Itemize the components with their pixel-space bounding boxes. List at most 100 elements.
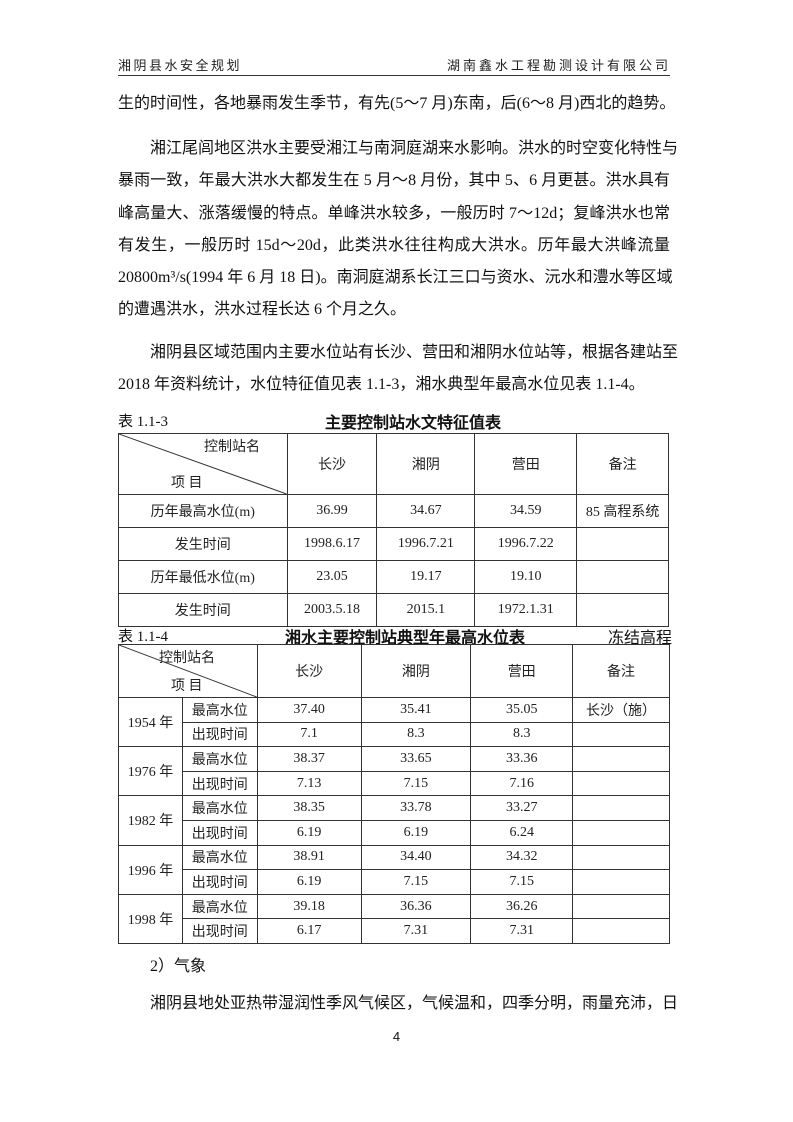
table-cell: 2003.5.18	[286, 593, 378, 627]
table-cell: 6.19	[360, 819, 472, 846]
header-right: 湖南鑫水工程勘测设计有限公司	[446, 58, 671, 73]
table-row: 1998 年最高水位 39.18 36.36 36.26	[118, 893, 670, 944]
table-row: 出现时间 6.19 7.15 7.15	[119, 869, 670, 895]
paragraph-line: 湘阴县区域范围内主要水位站有长沙、营田和湘阴水位站等，根据各建站至	[150, 344, 679, 361]
section-heading: 2）气象	[150, 958, 207, 975]
table-cell: 长沙（施）	[572, 697, 670, 723]
header-rule	[118, 75, 670, 76]
table-cell: 35.41	[360, 697, 472, 723]
table-cell: 37.40	[256, 697, 362, 723]
table-cell: 19.10	[474, 560, 578, 594]
table-cell	[572, 844, 670, 871]
paragraph-line: 湘江尾闾地区洪水主要受湘江与南洞庭湖来水影响。洪水的时空变化特性与	[150, 140, 679, 157]
table-cell: 36.26	[470, 893, 574, 920]
table-cell: 1972.1.31	[474, 593, 578, 627]
table-row: 出现时间 6.17 7.31 7.31	[119, 918, 670, 944]
row-label: 发生时间	[118, 527, 288, 561]
table-cell: 8.3	[470, 721, 574, 748]
row-label: 发生时间	[118, 593, 288, 627]
row-label: 出现时间	[181, 869, 258, 895]
table-cell: 7.13	[256, 770, 362, 797]
table-cell: 2015.1	[376, 593, 476, 627]
table-cell: 7.15	[470, 869, 574, 895]
paragraph-line: 有发生，一般历时 15d～20d，此类洪水往往构成大洪水。历年最大洪峰流量	[118, 237, 670, 254]
column-header: 长沙	[256, 644, 362, 698]
table-cell	[572, 746, 670, 772]
column-header: 长沙	[286, 433, 378, 495]
column-header: 备注	[572, 644, 670, 698]
table-row: 出现时间 7.13 7.15 7.16	[119, 770, 670, 797]
column-header: 营田	[474, 433, 578, 495]
table-cell: 6.17	[256, 918, 362, 944]
table-cell: 23.05	[286, 560, 378, 594]
table-cell: 34.59	[474, 494, 578, 528]
table-cell: 1996.7.21	[376, 527, 476, 561]
diagonal-header-cell: 控制站名 项 目	[119, 645, 257, 697]
table2-title: 湘水主要控制站典型年最高水位表	[285, 630, 526, 647]
paragraph-line: 20800m³/s(1994 年 6 月 18 日)。南洞庭湖系长江三口与资水、…	[118, 269, 673, 286]
table-cell: 38.91	[256, 844, 362, 871]
diagonal-header-cell: 控制站名 项 目	[119, 434, 287, 494]
table-cell: 85 高程系统	[576, 494, 669, 528]
table-cell: 7.31	[360, 918, 472, 944]
row-label: 出现时间	[181, 819, 258, 846]
row-label: 最高水位	[181, 746, 258, 772]
table-cell: 6.19	[256, 869, 362, 895]
paragraph-line: 暴雨一致，年最大洪水大都发生在 5 月～8 月份，其中 5、6 月更甚。洪水具有	[118, 172, 670, 189]
year-cell: 1996 年	[118, 844, 183, 895]
table-cell	[576, 527, 669, 561]
table-header-row: 控制站名 项 目长沙 湘阴 营田 备注	[118, 644, 670, 698]
table-cell	[572, 721, 670, 748]
table-row: 1954 年最高水位 37.40 35.41 35.05 长沙（施）	[118, 696, 670, 748]
table-row: 发生时间 1998.6.17 1996.7.21 1996.7.22	[118, 527, 669, 561]
table-cell: 6.24	[470, 819, 574, 846]
row-label: 最高水位	[181, 844, 258, 871]
table-cell: 1996.7.22	[474, 527, 578, 561]
row-label: 最高水位	[181, 697, 258, 723]
table-cell: 36.36	[360, 893, 472, 920]
paragraph-line: 2018 年资料统计，水位特征值见表 1.1-3，湘水典型年最高水位见表 1.1…	[118, 376, 645, 393]
table2-note: 冻结高程	[608, 630, 673, 647]
table2: 控制站名 项 目长沙 湘阴 营田 备注 1954 年最高水位 37.40 35.41 35.0…	[118, 644, 670, 944]
column-header: 备注	[576, 433, 669, 495]
year-cell: 1976 年	[118, 746, 183, 797]
table-cell: 33.65	[360, 746, 472, 772]
paragraph-line: 的遭遇洪水，洪水过程长达 6 个月之久。	[118, 301, 407, 318]
table-cell: 7.16	[470, 770, 574, 797]
paragraph-line: 峰高量大、涨落缓慢的特点。单峰洪水较多，一般历时 7～12d；复峰洪水也常	[118, 205, 670, 222]
table-row: 1982 年最高水位 38.35 33.78 33.27	[118, 795, 670, 846]
table1-number: 表 1.1-3	[118, 414, 168, 430]
table-cell: 33.36	[470, 746, 574, 772]
corner-top-label: 控制站名	[204, 440, 260, 455]
table-cell: 7.1	[256, 721, 362, 748]
table-cell: 7.15	[360, 869, 472, 895]
table-cell: 7.31	[470, 918, 574, 944]
table-row: 1996 年最高水位 38.91 34.40 34.32	[118, 844, 670, 895]
table-cell: 34.32	[470, 844, 574, 871]
corner-bottom-label: 项 目	[171, 679, 203, 694]
table-cell: 6.19	[256, 819, 362, 846]
table-cell	[572, 918, 670, 944]
table-cell	[572, 770, 670, 797]
table-cell	[572, 869, 670, 895]
row-label: 出现时间	[181, 721, 258, 748]
table-cell	[572, 795, 670, 821]
paragraph-line: 湘阴县地处亚热带湿润性季风气候区，气候温和，四季分明，雨量充沛，日	[150, 995, 679, 1012]
table1: 控制站名 项 目长沙 湘阴 营田 备注 历年最高水位(m) 36.99 34.67 34.59…	[118, 433, 669, 627]
table-cell: 38.37	[256, 746, 362, 772]
table-cell: 19.17	[376, 560, 476, 594]
table1-title: 主要控制站水文特征值表	[325, 415, 502, 432]
table-cell: 1998.6.17	[286, 527, 378, 561]
table-cell: 36.99	[286, 494, 378, 528]
table-cell: 8.3	[360, 721, 472, 748]
table-row: 出现时间 6.19 6.19 6.24	[119, 819, 670, 846]
header-left: 湘阴县水安全规划	[118, 58, 243, 73]
row-label: 最高水位	[181, 893, 258, 920]
year-cell: 1954 年	[118, 696, 183, 748]
table-header-row: 控制站名 项 目长沙 湘阴 营田 备注	[118, 433, 669, 495]
table-cell: 33.78	[360, 795, 472, 821]
table-row: 发生时间 2003.5.18 2015.1 1972.1.31	[118, 593, 669, 627]
table2-number: 表 1.1-4	[118, 629, 168, 645]
table-cell: 35.05	[470, 697, 574, 723]
column-header: 湘阴	[360, 644, 472, 698]
